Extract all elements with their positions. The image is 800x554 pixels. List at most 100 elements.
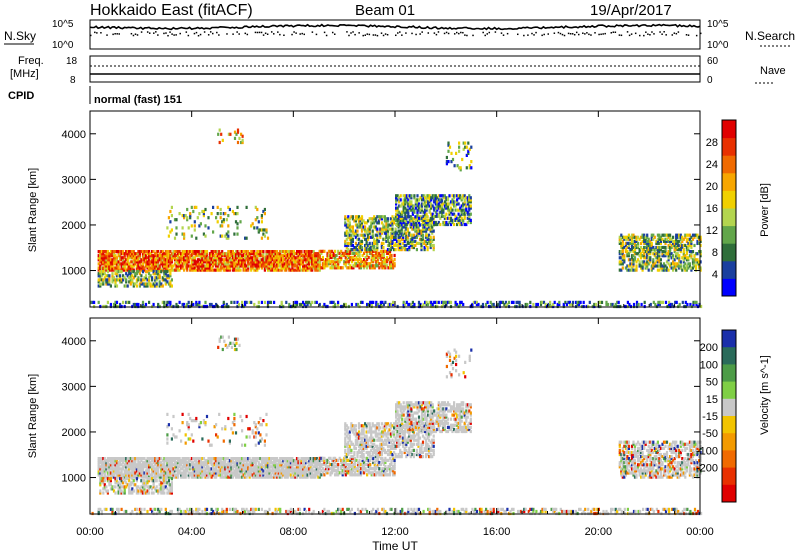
echo-cell (456, 194, 459, 198)
echo-cell (656, 248, 659, 252)
echo-cell (175, 475, 178, 479)
echo-cell (364, 262, 367, 266)
echo-cell (359, 223, 362, 227)
echo-cell (173, 252, 177, 256)
echo-cell (656, 241, 659, 245)
echo-cell (469, 206, 472, 210)
echo-cell (403, 245, 406, 250)
echo-cell (398, 222, 401, 227)
echo-cell (184, 475, 187, 479)
echo-cell (446, 198, 450, 202)
echo-cell (144, 258, 148, 262)
echo-cell (356, 237, 359, 241)
echo-cell (103, 457, 106, 461)
echo-cell (302, 266, 305, 270)
echo-cell (399, 194, 402, 198)
echo-cell (175, 260, 178, 264)
echo-cell (224, 471, 227, 475)
echo-cell (460, 220, 463, 225)
echo-cell (349, 251, 352, 255)
echo-cell (370, 217, 373, 221)
echo-cell (241, 254, 244, 258)
echo-cell (454, 204, 457, 208)
echo-cell (653, 252, 656, 256)
echo-cell (357, 221, 361, 225)
echo-cell (430, 206, 433, 210)
echo-cell (468, 166, 471, 170)
echo-cell (623, 260, 626, 264)
echo-cell (472, 300, 475, 304)
echo-cell (239, 467, 242, 471)
echo-cell (501, 300, 504, 304)
echo-cell (99, 250, 102, 254)
echo-cell (388, 266, 392, 270)
echo-cell (166, 254, 169, 258)
echo-cell (378, 262, 381, 266)
echo-cell (100, 282, 103, 286)
echo-cell (253, 469, 256, 473)
echo-cell (228, 268, 231, 272)
echo-cell (644, 241, 647, 245)
echo-cell (377, 231, 380, 235)
echo-cell (406, 248, 409, 252)
echo-cell (167, 258, 170, 262)
echo-cell (360, 245, 364, 250)
echo-cell (167, 276, 170, 280)
echo-cell (332, 251, 335, 255)
echo-cell (388, 260, 392, 264)
echo-cell (407, 302, 410, 307)
echo-cell (375, 253, 378, 258)
echo-cell (433, 194, 436, 198)
echo-cell (379, 249, 382, 253)
echo-cell (389, 235, 393, 239)
echo-cell (207, 461, 210, 465)
echo-cell (180, 266, 183, 270)
echo-cell (338, 266, 341, 270)
echo-cell (626, 252, 629, 256)
echo-cell (215, 461, 218, 465)
echo-cell (359, 260, 363, 264)
echo-cell (100, 250, 103, 254)
echo-cell (111, 260, 114, 264)
echo-cell (347, 219, 350, 223)
echo-cell (190, 258, 193, 262)
echo-cell (411, 227, 414, 231)
echo-cell (213, 254, 216, 258)
echo-cell (202, 471, 206, 475)
echo-cell (262, 228, 265, 232)
echo-cell (135, 467, 138, 471)
echo-cell (347, 233, 350, 237)
echo-cell (696, 262, 699, 266)
echo-cell (588, 300, 591, 304)
echo-cell (195, 250, 198, 254)
echo-cell (693, 262, 696, 266)
echo-cell (227, 230, 230, 234)
echo-cell (350, 235, 353, 239)
echo-cell (266, 252, 270, 256)
echo-cell (114, 300, 117, 304)
echo-cell (691, 260, 695, 264)
echo-cell (219, 469, 222, 473)
echo-cell (289, 268, 292, 272)
echo-cell (377, 215, 380, 219)
echo-cell (178, 256, 181, 260)
echo-cell (416, 200, 419, 204)
echo-cell (446, 222, 450, 227)
echo-cell (679, 266, 682, 270)
echo-cell (157, 270, 160, 274)
echo-cell (646, 243, 649, 248)
echo-cell (620, 260, 623, 264)
echo-cell (388, 264, 392, 268)
echo-cell (231, 250, 234, 254)
echo-cell (143, 461, 146, 465)
echo-cell (125, 262, 128, 266)
echo-cell (412, 239, 415, 243)
echo-cell (682, 256, 685, 260)
echo-cell (356, 249, 360, 253)
echo-cell (344, 221, 347, 225)
echo-cell (360, 217, 364, 221)
echo-cell (263, 459, 266, 463)
echo-cell (690, 239, 693, 243)
echo-cell (119, 252, 122, 256)
echo-cell (386, 223, 390, 227)
